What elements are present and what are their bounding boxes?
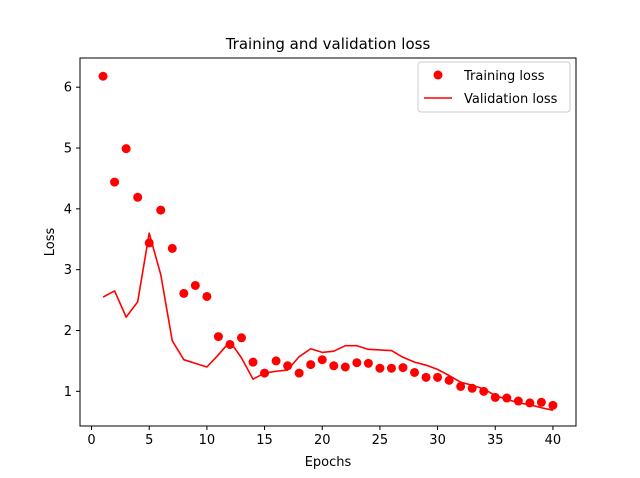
training-loss-point xyxy=(433,372,443,382)
training-loss-point xyxy=(225,339,235,349)
y-axis-label: Loss xyxy=(43,228,58,257)
training-loss-point xyxy=(467,383,477,393)
x-tick-label: 30 xyxy=(429,433,446,448)
training-loss-point xyxy=(283,361,293,371)
training-loss-point xyxy=(490,392,500,402)
plot-area xyxy=(79,57,577,427)
legend: Training loss Validation loss xyxy=(417,61,571,113)
chart-title: Training and validation loss xyxy=(225,35,431,53)
legend-training-label: Training loss xyxy=(463,69,545,84)
x-axis-ticks: 0 5 10 15 20 25 30 35 40 xyxy=(87,426,561,448)
training-loss-point xyxy=(363,358,373,368)
training-loss-point xyxy=(213,332,223,342)
training-loss-point xyxy=(179,288,189,298)
y-tick-label: 6 xyxy=(64,81,72,96)
training-loss-point xyxy=(306,360,316,370)
training-loss-point xyxy=(236,333,246,343)
training-loss-point xyxy=(456,381,466,391)
training-loss-point xyxy=(294,368,304,378)
y-tick-label: 1 xyxy=(64,385,72,400)
training-loss-point xyxy=(513,396,523,406)
x-tick-label: 15 xyxy=(256,433,273,448)
training-loss-point xyxy=(352,358,362,368)
training-loss-point xyxy=(144,238,154,248)
x-tick-label: 10 xyxy=(199,433,216,448)
training-loss-point xyxy=(340,362,350,372)
x-tick-label: 0 xyxy=(87,433,95,448)
training-loss-point xyxy=(329,361,339,371)
x-tick-label: 5 xyxy=(145,433,153,448)
training-loss-point xyxy=(110,177,120,187)
legend-training-marker xyxy=(433,70,443,80)
legend-validation-label: Validation loss xyxy=(464,92,558,107)
training-loss-point xyxy=(202,291,212,301)
training-loss-point xyxy=(421,372,431,382)
training-loss-point xyxy=(260,368,270,378)
axes-frame xyxy=(79,57,577,427)
y-tick-label: 2 xyxy=(64,324,72,339)
legend-box xyxy=(417,61,571,113)
training-loss-point xyxy=(271,356,281,366)
training-loss-point xyxy=(133,192,143,202)
x-axis-label: Epochs xyxy=(305,455,352,470)
y-tick-label: 3 xyxy=(64,263,72,278)
training-loss-point xyxy=(444,375,454,385)
x-tick-label: 20 xyxy=(314,433,331,448)
training-loss-point xyxy=(375,363,385,373)
x-tick-label: 25 xyxy=(372,433,389,448)
training-loss-point xyxy=(536,397,546,407)
training-loss-point xyxy=(98,71,108,81)
x-tick-label: 40 xyxy=(545,433,562,448)
training-loss-point xyxy=(398,363,408,373)
x-tick-label: 35 xyxy=(487,433,504,448)
training-loss-point xyxy=(190,280,200,290)
y-tick-label: 5 xyxy=(64,142,72,157)
training-loss-point xyxy=(386,363,396,373)
training-loss-point xyxy=(167,243,177,253)
training-loss-point xyxy=(525,398,535,408)
validation-loss-line xyxy=(102,232,554,411)
training-loss-point xyxy=(317,355,327,365)
training-loss-point xyxy=(121,144,131,154)
y-axis-ticks: 1 2 3 4 5 6 xyxy=(64,81,80,400)
training-loss-point xyxy=(410,367,420,377)
training-loss-point xyxy=(248,357,258,367)
training-loss-point xyxy=(156,205,166,215)
series-layer xyxy=(98,71,558,411)
training-loss-point xyxy=(479,386,489,396)
training-loss-point xyxy=(502,393,512,403)
y-tick-label: 4 xyxy=(64,202,72,217)
training-loss-point xyxy=(548,400,558,410)
